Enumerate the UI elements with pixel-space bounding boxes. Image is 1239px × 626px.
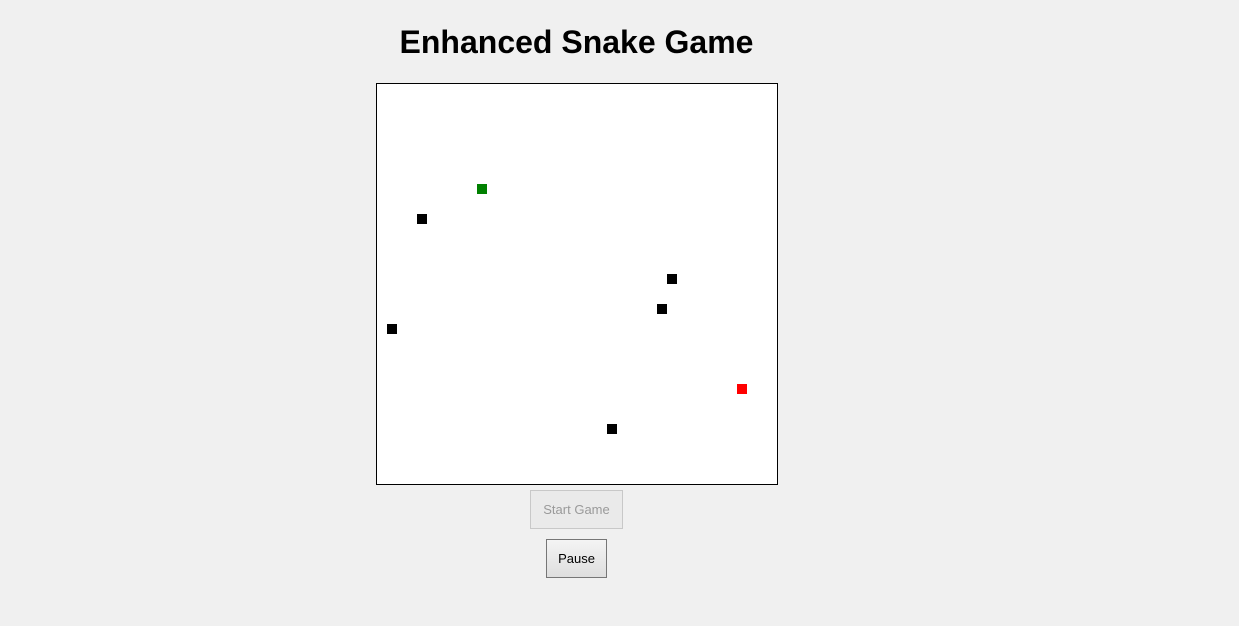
food-item (737, 384, 747, 394)
game-board[interactable] (376, 83, 778, 485)
obstacle-block (417, 214, 427, 224)
obstacle-block (657, 304, 667, 314)
pause-button[interactable]: Pause (546, 539, 607, 578)
start-game-button[interactable]: Start Game (530, 490, 623, 529)
page-title: Enhanced Snake Game (399, 24, 754, 60)
obstacle-block (607, 424, 617, 434)
snake-head (477, 184, 487, 194)
obstacle-block (667, 274, 677, 284)
obstacle-block (387, 324, 397, 334)
